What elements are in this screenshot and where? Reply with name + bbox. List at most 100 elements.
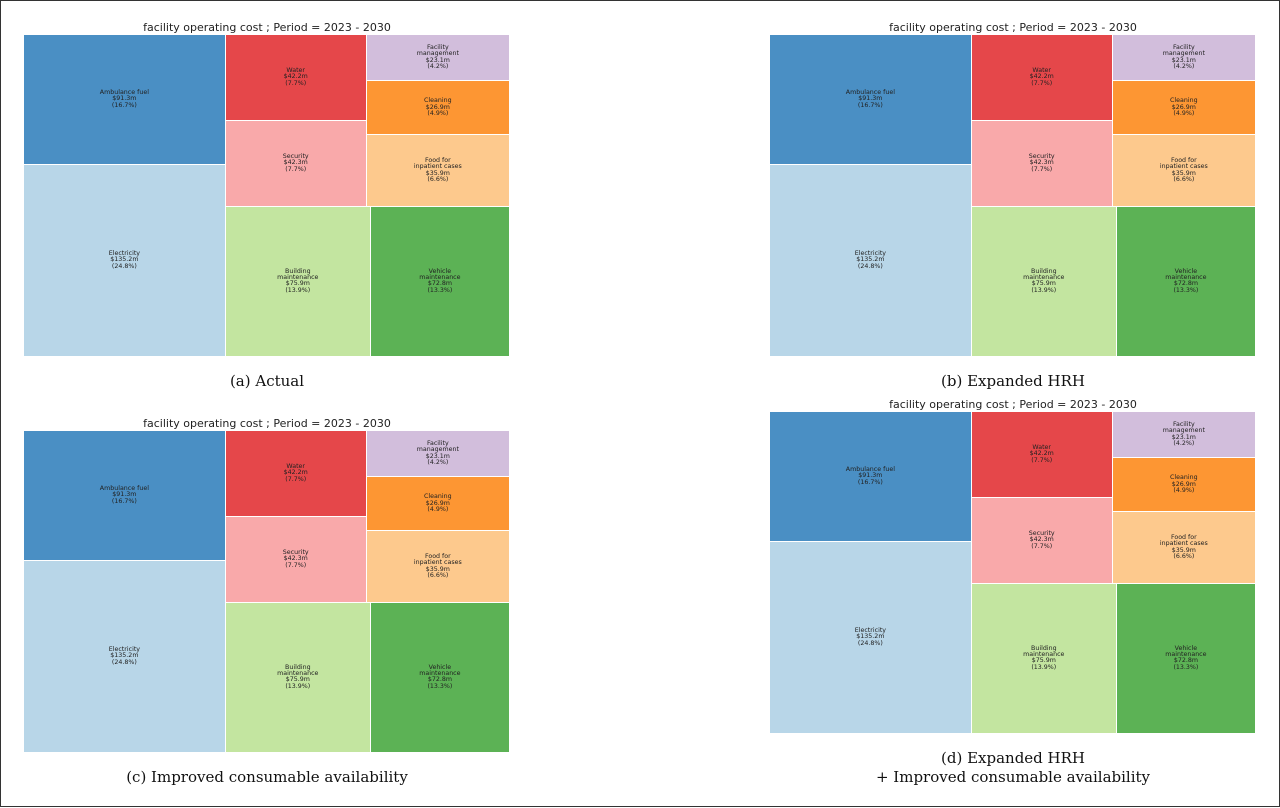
tile-label-line: Vehicle xyxy=(1174,267,1198,275)
tile-label: Ambulance fuel $91.3m (16.7%) xyxy=(846,89,895,109)
tile-value: $75.9m xyxy=(1031,280,1056,288)
tile-label-line: Vehicle xyxy=(428,663,452,671)
tile-label-line: Facility xyxy=(426,440,449,448)
tile-label-line: Water xyxy=(286,66,306,74)
tile-value: $42.2m xyxy=(283,469,308,477)
tile-label-line: Facility xyxy=(1172,44,1195,52)
tile-percent: (4.9%) xyxy=(427,109,449,117)
treemap-tile-ambulance-fuel: Ambulance fuel $91.3m (16.7%) xyxy=(770,35,972,165)
tile-percent: (7.7%) xyxy=(1031,165,1053,173)
treemap-tile-cleaning: Cleaning $26.9m (4.9%) xyxy=(366,477,510,532)
chart-title: facility operating cost ; Period = 2023 … xyxy=(889,398,1137,411)
tile-label-line: maintenance xyxy=(1165,651,1207,659)
tile-label-line: management xyxy=(1162,427,1205,435)
treemap-tile-facility-management: Facility management $23.1m (4.2%) xyxy=(1112,35,1256,82)
tile-label: Vehicle maintenance $72.8m (13.3%) xyxy=(419,663,460,690)
tile-label-line: inpatient cases xyxy=(1159,163,1208,171)
tile-label-line: Security xyxy=(282,548,309,556)
tile-percent: (4.9%) xyxy=(427,505,449,513)
tile-label: Electricity $135.2m (24.8%) xyxy=(108,645,141,666)
tile-value: $26.9m xyxy=(425,103,450,111)
tile-label-line: Electricity xyxy=(854,249,887,257)
tile-percent: (6.6%) xyxy=(427,571,449,579)
tile-value: $35.9m xyxy=(425,565,450,573)
tile-percent: (13.3%) xyxy=(1173,286,1199,294)
tile-label-line: maintenance xyxy=(1165,274,1207,282)
tile-label-line: Cleaning xyxy=(424,493,452,501)
tile-value: $72.8m xyxy=(427,280,452,288)
tile-percent: (4.9%) xyxy=(1173,109,1195,117)
tile-label-line: Cleaning xyxy=(1170,474,1198,482)
tile-percent: (7.7%) xyxy=(285,561,307,569)
tile-label: Cleaning $26.9m (4.9%) xyxy=(1170,97,1198,117)
tile-label: Vehicle maintenance $72.8m (13.3%) xyxy=(1165,267,1207,294)
tile-label: Water $42.2m (7.7%) xyxy=(284,66,308,87)
tile-label-line: maintenance xyxy=(1023,274,1065,282)
treemap-tile-electricity: Electricity $135.2m (24.8%) xyxy=(770,164,972,357)
tile-value: $91.3m xyxy=(112,491,137,499)
tile-label-line: Food for xyxy=(424,552,451,560)
tile-label: Food for inpatient cases $35.9m (6.6%) xyxy=(1160,534,1208,560)
tile-value: $42.2m xyxy=(1029,450,1054,458)
tile-label-line: Building xyxy=(1031,644,1057,652)
treemap-tile-building-maintenance: Building maintenance $75.9m (13.9%) xyxy=(971,206,1117,357)
tile-label-line: management xyxy=(1162,50,1205,58)
tile-value: $135.2m xyxy=(110,652,139,660)
treemap-tile-ambulance-fuel: Ambulance fuel $91.3m (16.7%) xyxy=(770,412,972,542)
tile-label-line: Water xyxy=(286,462,306,470)
treemap-tile-building-maintenance: Building maintenance $75.9m (13.9%) xyxy=(971,583,1117,734)
treemap-tile-cleaning: Cleaning $26.9m (4.9%) xyxy=(366,81,510,136)
treemap-tile-electricity: Electricity $135.2m (24.8%) xyxy=(24,164,226,357)
tile-label-line: management xyxy=(416,50,459,58)
treemap-tile-cleaning: Cleaning $26.9m (4.9%) xyxy=(1112,458,1256,513)
caption-line: (a) Actual xyxy=(229,372,305,390)
tile-percent: (7.7%) xyxy=(1031,456,1053,464)
treemap-tile-ambulance-fuel: Ambulance fuel $91.3m (16.7%) xyxy=(24,35,226,165)
tile-label-line: Electricity xyxy=(108,249,141,257)
tile-label: Security $42.3m (7.7%) xyxy=(1028,529,1055,550)
tile-percent: (7.7%) xyxy=(1031,79,1053,87)
tile-percent: (6.6%) xyxy=(1173,552,1195,560)
treemap-tile-facility-management: Facility management $23.1m (4.2%) xyxy=(1112,412,1256,459)
treemap-tile-security: Security $42.3m (7.7%) xyxy=(971,497,1113,584)
treemap-tile-building-maintenance: Building maintenance $75.9m (13.9%) xyxy=(225,602,371,753)
tile-label-line: maintenance xyxy=(1023,651,1065,659)
tile-value: $42.3m xyxy=(283,555,308,563)
tile-label: Vehicle maintenance $72.8m (13.3%) xyxy=(419,268,460,294)
tile-label: Cleaning $26.9m (4.9%) xyxy=(1170,474,1198,494)
tile-label-line: inpatient cases xyxy=(413,163,462,171)
tile-label: Ambulance fuel $91.3m (16.7%) xyxy=(100,485,149,505)
tile-value: $72.8m xyxy=(1173,280,1198,288)
tile-label: Food for inpatient cases $35.9m (6.6%) xyxy=(413,552,462,579)
tile-label: Building maintenance $75.9m (13.9%) xyxy=(1023,268,1065,294)
tile-percent: (24.8%) xyxy=(857,262,883,270)
tile-value: $72.8m xyxy=(427,676,452,684)
tile-value: $135.2m xyxy=(110,256,139,264)
tile-value: $42.2m xyxy=(1029,73,1054,81)
tile-label: Facility management $23.1m (4.2%) xyxy=(1162,421,1205,447)
panel-a: facility operating cost ; Period = 2023 … xyxy=(24,19,510,412)
caption-line: + Improved consumable availability xyxy=(875,768,1151,786)
treemap-tile-water: Water $42.2m (7.7%) xyxy=(225,35,367,121)
tile-label-line: Security xyxy=(1028,529,1055,537)
tile-label-line: Building xyxy=(285,663,311,671)
treemap-tile-vehicle-maintenance: Vehicle maintenance $72.8m (13.3%) xyxy=(1116,206,1256,357)
tile-percent: (7.7%) xyxy=(285,79,307,87)
tile-percent: (16.7%) xyxy=(857,101,883,109)
treemap-tile-security: Security $42.3m (7.7%) xyxy=(225,120,367,207)
tile-percent: (4.2%) xyxy=(1173,439,1195,447)
panel-caption: (b) Expanded HRH xyxy=(770,372,1256,391)
tile-value: $75.9m xyxy=(285,676,310,684)
tile-label-line: inpatient cases xyxy=(413,559,462,567)
caption-line: (b) Expanded HRH xyxy=(941,372,1085,390)
tile-value: $35.9m xyxy=(1171,169,1196,177)
tile-label-line: Vehicle xyxy=(1174,644,1198,652)
tile-label-line: Electricity xyxy=(108,645,141,653)
tile-label: Cleaning $26.9m (4.9%) xyxy=(424,493,452,513)
tile-percent: (16.7%) xyxy=(111,101,137,109)
tile-label-line: Electricity xyxy=(854,626,887,634)
treemap-tile-food-for-inpatient-cases: Food for inpatient cases $35.9m (6.6%) xyxy=(366,531,510,603)
panel-c: facility operating cost ; Period = 2023 … xyxy=(24,415,510,808)
tile-label: Water $42.2m (7.7%) xyxy=(1029,444,1054,464)
panel-caption: (c) Improved consumable availability xyxy=(24,768,510,787)
